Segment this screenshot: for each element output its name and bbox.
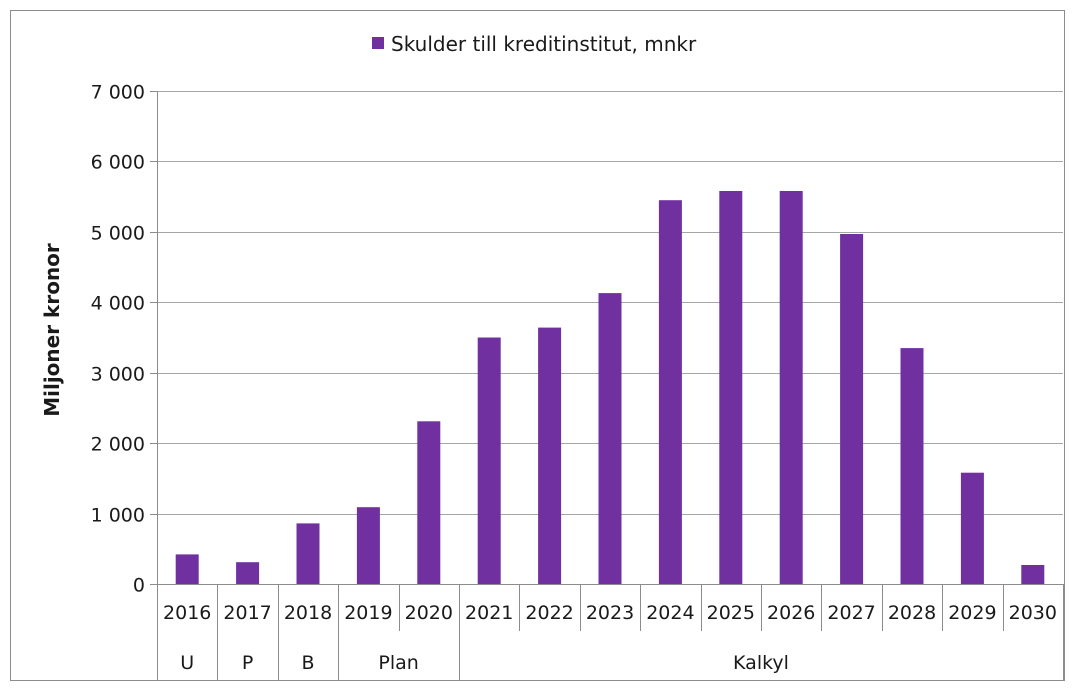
bar-2019 xyxy=(356,507,380,584)
x-tick-label: 2027 xyxy=(827,602,875,624)
x-tick-label: 2019 xyxy=(344,602,392,624)
bar-2022 xyxy=(538,327,562,584)
y-tick-label: 2 000 xyxy=(91,434,145,456)
x-tick-label: 2016 xyxy=(163,602,211,624)
x-group-label: P xyxy=(242,652,253,674)
x-tick-label: 2026 xyxy=(767,602,815,624)
y-tick-label: 5 000 xyxy=(91,223,145,245)
bar-2018 xyxy=(296,523,320,584)
bar-2016 xyxy=(175,554,199,584)
x-tick-label: 2025 xyxy=(707,602,755,624)
bar-2017 xyxy=(236,562,260,584)
y-axis-title: Miljoner kronor xyxy=(40,243,64,417)
x-tick-label: 2021 xyxy=(465,602,513,624)
x-tick-label: 2023 xyxy=(586,602,634,624)
legend: Skulder till kreditinstitut, mnkr xyxy=(372,32,697,56)
x-tick-label: 2020 xyxy=(405,602,453,624)
bar-2030 xyxy=(1021,565,1045,584)
bar-2029 xyxy=(960,472,984,584)
x-tick-label: 2024 xyxy=(646,602,694,624)
y-tick-label: 0 xyxy=(133,575,145,597)
x-group-label: Kalkyl xyxy=(733,652,789,674)
y-tick-label: 6 000 xyxy=(91,152,145,174)
bar-2024 xyxy=(658,200,682,584)
bar-2023 xyxy=(598,293,622,584)
y-tick-label: 1 000 xyxy=(91,505,145,527)
y-tick-label: 7 000 xyxy=(91,82,145,104)
x-tick-label: 2030 xyxy=(1009,602,1057,624)
axes: 0 1 000 2 000 3 000 4 000 5 000 6 000 7 000 2016… xyxy=(91,82,1064,681)
legend-swatch xyxy=(372,37,384,49)
bar-2020 xyxy=(417,421,441,584)
bar-2028 xyxy=(900,348,924,584)
x-group-label: U xyxy=(180,652,194,674)
bars xyxy=(175,191,1045,584)
x-tick-label: 2017 xyxy=(223,602,271,624)
x-group-label: Plan xyxy=(378,652,418,674)
x-tick-label: 2022 xyxy=(525,602,573,624)
y-tick-label: 4 000 xyxy=(91,293,145,315)
bar-2027 xyxy=(840,234,864,584)
x-group-label: B xyxy=(301,652,314,674)
x-tick-label: 2029 xyxy=(948,602,996,624)
bar-2026 xyxy=(779,191,803,584)
legend-label: Skulder till kreditinstitut, mnkr xyxy=(391,32,697,56)
bar-2025 xyxy=(719,191,743,584)
x-tick-label: 2028 xyxy=(888,602,936,624)
y-tick-label: 3 000 xyxy=(91,364,145,386)
x-tick-label: 2018 xyxy=(284,602,332,624)
bar-2021 xyxy=(477,337,501,584)
